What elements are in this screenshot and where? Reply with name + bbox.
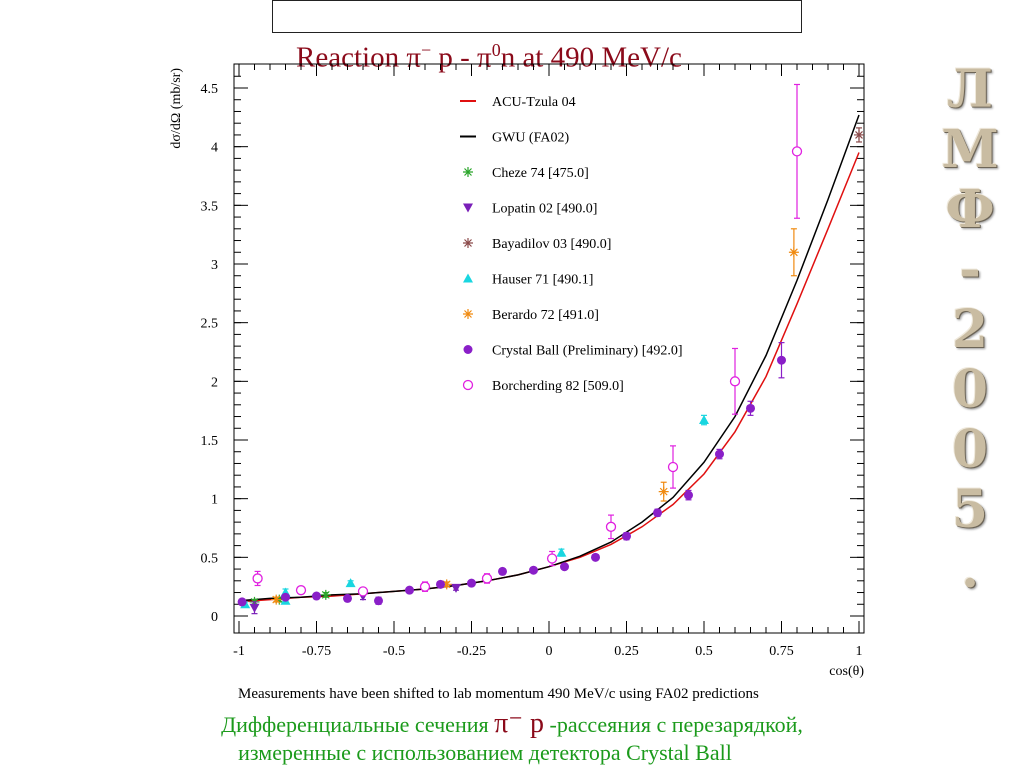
side-char: Ф — [945, 179, 995, 240]
data-point-crystal — [684, 490, 693, 500]
y-tick-label: 4 — [211, 141, 218, 156]
y-tick-label: 1.5 — [201, 434, 219, 449]
side-char: 2 — [951, 299, 989, 360]
x-tick-label: -1 — [233, 644, 245, 659]
data-point-crystal — [374, 596, 383, 606]
data-point-lopatin — [249, 603, 260, 613]
data-point-crystal — [622, 531, 631, 541]
legend-marker-cheze — [463, 167, 473, 177]
data-point-borcherding — [419, 581, 431, 592]
data-point-hauser — [699, 415, 709, 425]
data-point-borcherding — [546, 553, 558, 564]
data-point-borcherding — [605, 521, 617, 532]
legend-marker-bayadilov — [463, 238, 473, 248]
data-point-crystal — [529, 565, 538, 575]
side-char: Л — [947, 59, 993, 120]
data-point-borcherding — [357, 586, 369, 597]
data-point-crystal — [591, 552, 600, 562]
y-tick-label: 2 — [211, 375, 218, 390]
data-point-borcherding — [729, 376, 741, 387]
legend-label: Cheze 74 [475.0] — [492, 166, 589, 181]
title-frame — [272, 0, 802, 33]
data-point-berardo — [658, 486, 669, 497]
legend-marker-hauser — [463, 273, 473, 283]
data-point-crystal — [281, 592, 290, 602]
legend-label: Borcherding 82 [509.0] — [492, 379, 624, 394]
data-point-borcherding — [295, 585, 307, 596]
data-point-crystal — [405, 585, 414, 595]
side-char: 5 — [951, 479, 989, 540]
cross-section-chart: -1 -0.75 -0.5 -0.25 0 0.25 0.5 0.75 1 0 0.5 1 1.5 2 2.… — [169, 63, 865, 679]
x-tick-label: 0.25 — [614, 644, 639, 659]
legend-label: ACU-Tzula 04 — [492, 95, 576, 110]
y-tick-label: 3.5 — [201, 199, 219, 214]
side-char: 0 — [951, 359, 989, 420]
y-tick-label: 2.5 — [201, 317, 219, 332]
data-point-lopatin — [451, 583, 461, 593]
legend-marker-berardo — [463, 309, 473, 319]
chart-footnote: Measurements have been shifted to lab mo… — [238, 686, 759, 702]
y-tick-label: 4.5 — [201, 82, 219, 97]
data-point-crystal — [312, 591, 321, 601]
legend-marker-crystal — [463, 345, 473, 354]
data-point-borcherding — [667, 461, 679, 473]
y-tick-label: 3 — [211, 258, 218, 273]
side-char: - — [959, 239, 981, 300]
data-point-crystal — [343, 593, 352, 603]
data-point-crystal — [560, 562, 569, 572]
data-point-berardo — [271, 594, 282, 605]
side-char: 0 — [951, 419, 989, 480]
data-point-crystal — [467, 578, 476, 588]
data-point-hauser — [556, 547, 567, 557]
data-point-crystal — [237, 597, 247, 607]
data-point-berardo — [441, 579, 452, 590]
legend-marker-borcherding — [462, 379, 474, 391]
data-point-borcherding — [481, 573, 493, 584]
data-point-crystal — [715, 449, 724, 459]
x-axis-label: cos(θ) — [829, 664, 864, 679]
data-point-crystal — [777, 355, 786, 365]
caption-line-1: Дифференциальные сечения π⁻ p -рассеяния… — [221, 708, 803, 739]
x-tick-label: 0.75 — [769, 644, 794, 659]
data-point-borcherding — [252, 573, 263, 584]
data-point-bayadilov — [854, 129, 864, 140]
y-tick-label: 0 — [211, 610, 218, 625]
y-tick-label: 0.5 — [201, 551, 219, 566]
chart-title: Reaction π− p - π0n at 490 MeV/c — [290, 40, 802, 75]
legend-marker-lopatin — [463, 203, 473, 213]
data-point-cheze — [320, 589, 331, 600]
y-tick-label: 1 — [211, 493, 218, 508]
x-tick-label: -0.75 — [302, 644, 331, 659]
data-point-berardo — [788, 247, 799, 258]
x-tick-label: 0 — [546, 644, 553, 659]
side-char: М — [941, 119, 999, 180]
curve-gwu — [238, 114, 860, 602]
data-point-hauser — [345, 578, 356, 588]
data-point-crystal — [746, 403, 755, 413]
x-tick-label: -0.25 — [457, 644, 486, 659]
x-tick-label: 1 — [856, 644, 863, 659]
legend-label: Crystal Ball (Preliminary) [492.0] — [492, 344, 683, 359]
y-axis-label: dσ/dΩ (mb/sr) — [169, 68, 184, 149]
data-point-crystal — [436, 579, 445, 589]
legend-label: GWU (FA02) — [492, 131, 569, 146]
legend-label: Bayadilov 03 [490.0] — [492, 237, 611, 252]
x-tick-label: 0.5 — [695, 644, 713, 659]
side-char: . — [960, 539, 980, 600]
legend-label: Hauser 71 [490.1] — [492, 273, 593, 288]
legend-label: Berardo 72 [491.0] — [492, 308, 599, 323]
data-point-borcherding — [791, 146, 803, 157]
x-tick-label: -0.5 — [383, 644, 405, 659]
curve-acu — [238, 152, 860, 603]
legend-label: Lopatin 02 [490.0] — [492, 202, 597, 217]
caption-line-2: измеренные с использованием детектора Cr… — [238, 740, 732, 765]
data-point-crystal — [653, 508, 662, 518]
side-label-lmf-2005: Л М Ф - 2 0 0 5 . — [930, 60, 1010, 600]
data-point-crystal — [498, 566, 507, 576]
